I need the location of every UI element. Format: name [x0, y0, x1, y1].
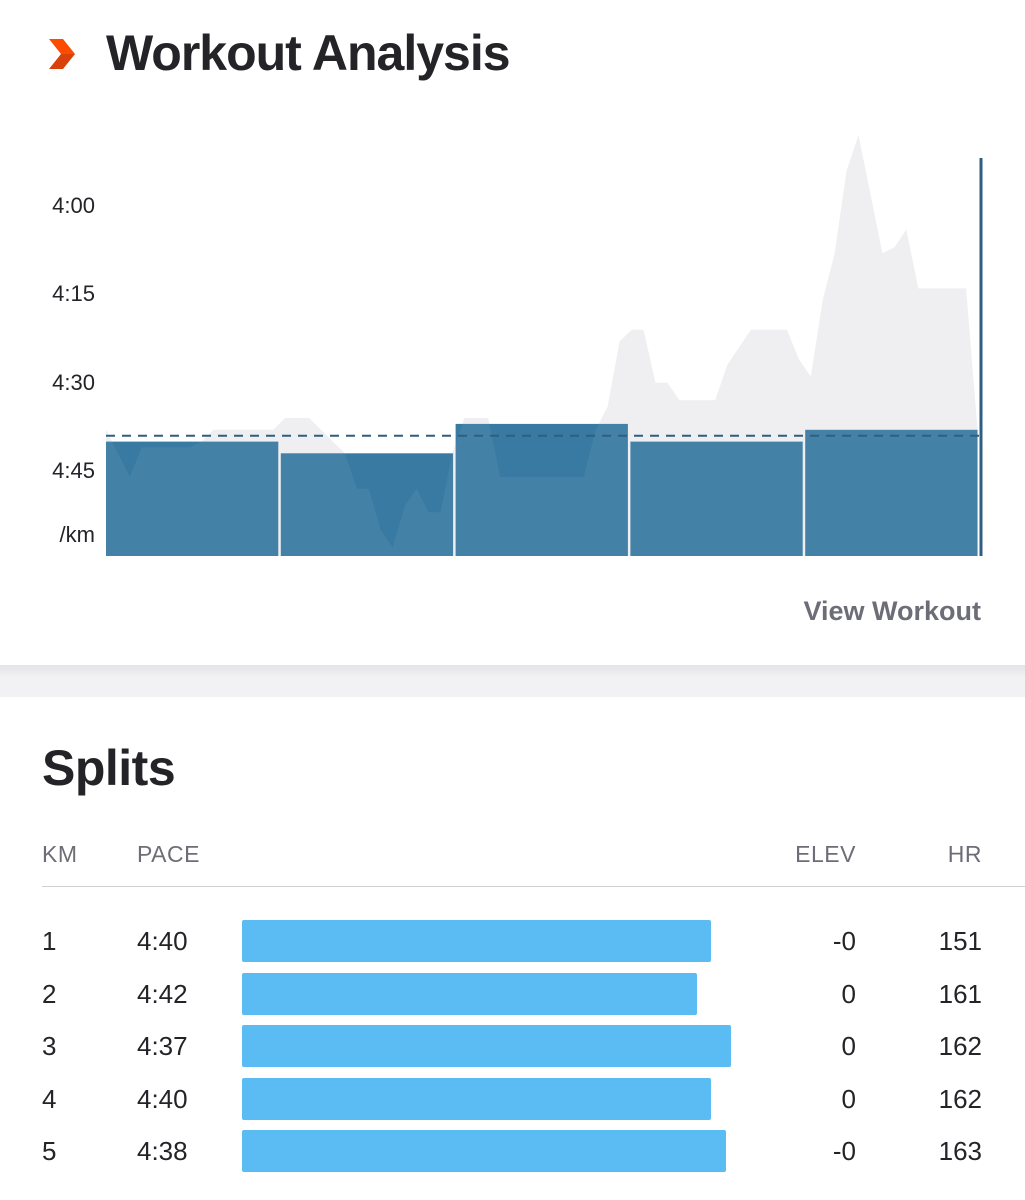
- page-title: Workout Analysis: [106, 25, 511, 81]
- split-row: 5 4:38 -0 163: [0, 1129, 1025, 1173]
- split-row: 3 4:37 0 162: [0, 1024, 1025, 1068]
- split-elev: 0: [841, 1084, 856, 1114]
- section-divider: [0, 665, 1025, 697]
- split-bar-1: [106, 441, 279, 556]
- split-hr: 161: [938, 979, 982, 1009]
- split-hr: 162: [938, 1031, 982, 1061]
- split-bar-4: [630, 441, 803, 556]
- split-km: 3: [42, 1031, 57, 1061]
- split-elev: -0: [832, 1136, 856, 1166]
- split-pace-bar: [242, 1130, 726, 1172]
- split-row: 1 4:40 -0 151: [0, 919, 1025, 963]
- pace-chart[interactable]: [0, 0, 1025, 580]
- split-bar-5: [805, 429, 978, 556]
- column-header-hr: HR: [947, 841, 982, 867]
- split-pace-bar: [242, 1025, 731, 1067]
- y-axis-label-4-30: 4:30: [52, 370, 95, 395]
- splits-title: Splits: [42, 740, 176, 796]
- split-elev: 0: [841, 979, 856, 1009]
- split-bar-3: [455, 423, 628, 556]
- split-bar-2: [280, 453, 454, 556]
- split-pace: 4:40: [137, 1084, 188, 1114]
- y-axis-label-4-00: 4:00: [52, 193, 95, 218]
- split-pace: 4:40: [137, 926, 188, 956]
- split-km: 2: [42, 979, 57, 1009]
- chevron-right-icon: [49, 39, 75, 69]
- workout-analysis-section: Workout Analysis 4:00 4:15 4:30 4:45 /km…: [0, 0, 1025, 626]
- y-axis-label-4-45: 4:45: [52, 458, 95, 483]
- column-header-km: KM: [42, 841, 78, 867]
- header-divider: [42, 886, 1025, 887]
- column-header-elev: ELEV: [795, 841, 856, 867]
- split-elev: -0: [832, 926, 856, 956]
- split-km: 1: [42, 926, 57, 956]
- split-hr: 163: [938, 1136, 982, 1166]
- y-axis-label-4-15: 4:15: [52, 281, 95, 306]
- split-pace: 4:37: [137, 1031, 188, 1061]
- split-pace-bar: [242, 1078, 711, 1120]
- pace-trace-overlay: [106, 135, 978, 557]
- split-pace: 4:42: [137, 979, 188, 1009]
- y-axis-unit-label: /km: [59, 522, 95, 547]
- split-pace-bar: [242, 920, 711, 962]
- view-workout-link[interactable]: View Workout: [803, 596, 981, 626]
- split-km: 5: [42, 1136, 57, 1166]
- split-hr: 151: [938, 926, 982, 956]
- split-row: 4 4:40 0 162: [0, 1077, 1025, 1121]
- split-hr: 162: [938, 1084, 982, 1114]
- split-pace-bar: [242, 973, 697, 1015]
- splits-section: Splits KM PACE ELEV HR 1 4:40 -0 151 2 4…: [0, 697, 1025, 1200]
- column-header-pace: PACE: [137, 841, 200, 867]
- split-elev: 0: [841, 1031, 856, 1061]
- split-row: 2 4:42 0 161: [0, 972, 1025, 1016]
- split-pace: 4:38: [137, 1136, 188, 1166]
- split-km: 4: [42, 1084, 57, 1114]
